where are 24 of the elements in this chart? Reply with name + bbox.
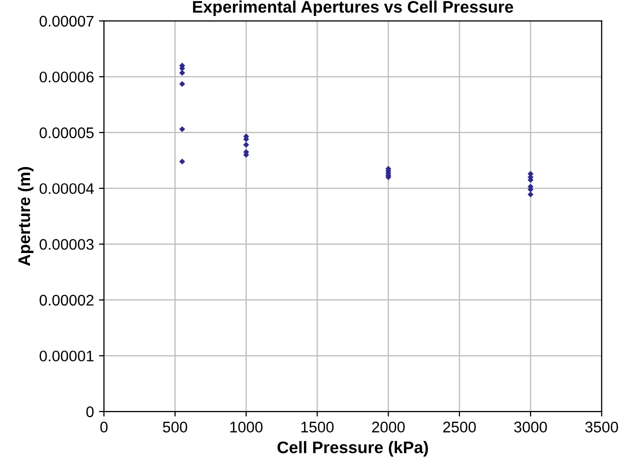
point xyxy=(179,158,186,164)
y-axis-title: Aperture (m) xyxy=(18,167,34,266)
y-tick-label: 0.00006 xyxy=(40,72,94,82)
x-tick-label: 1000 xyxy=(230,422,263,432)
x-tick-label: 1500 xyxy=(301,422,334,432)
y-tick-label: 0.00001 xyxy=(40,350,94,362)
x-axis-title: Cell Pressure (kPa) xyxy=(278,441,428,457)
x-tick-label: 500 xyxy=(162,422,188,432)
x-tick-label: 2000 xyxy=(372,422,405,432)
x-tick-label: 0 xyxy=(100,422,108,432)
y-tick-label: 0 xyxy=(86,406,94,418)
x-tick-label: 3500 xyxy=(585,422,618,432)
y-tick-label: 0.00004 xyxy=(40,183,94,194)
chart-title: Experimental Apertures vs Cell Pressure xyxy=(193,0,514,16)
point xyxy=(179,81,186,87)
y-tick-label: 0.00002 xyxy=(40,294,94,306)
point xyxy=(179,126,186,132)
point xyxy=(528,192,534,198)
x-tick-label: 3000 xyxy=(514,422,547,432)
x-tick-label: 2500 xyxy=(443,422,476,432)
y-tick-label: 0.00007 xyxy=(40,16,94,27)
y-tick-label: 0.00005 xyxy=(40,127,94,138)
y-tick-label: 0.00003 xyxy=(40,238,94,250)
point xyxy=(243,142,250,148)
